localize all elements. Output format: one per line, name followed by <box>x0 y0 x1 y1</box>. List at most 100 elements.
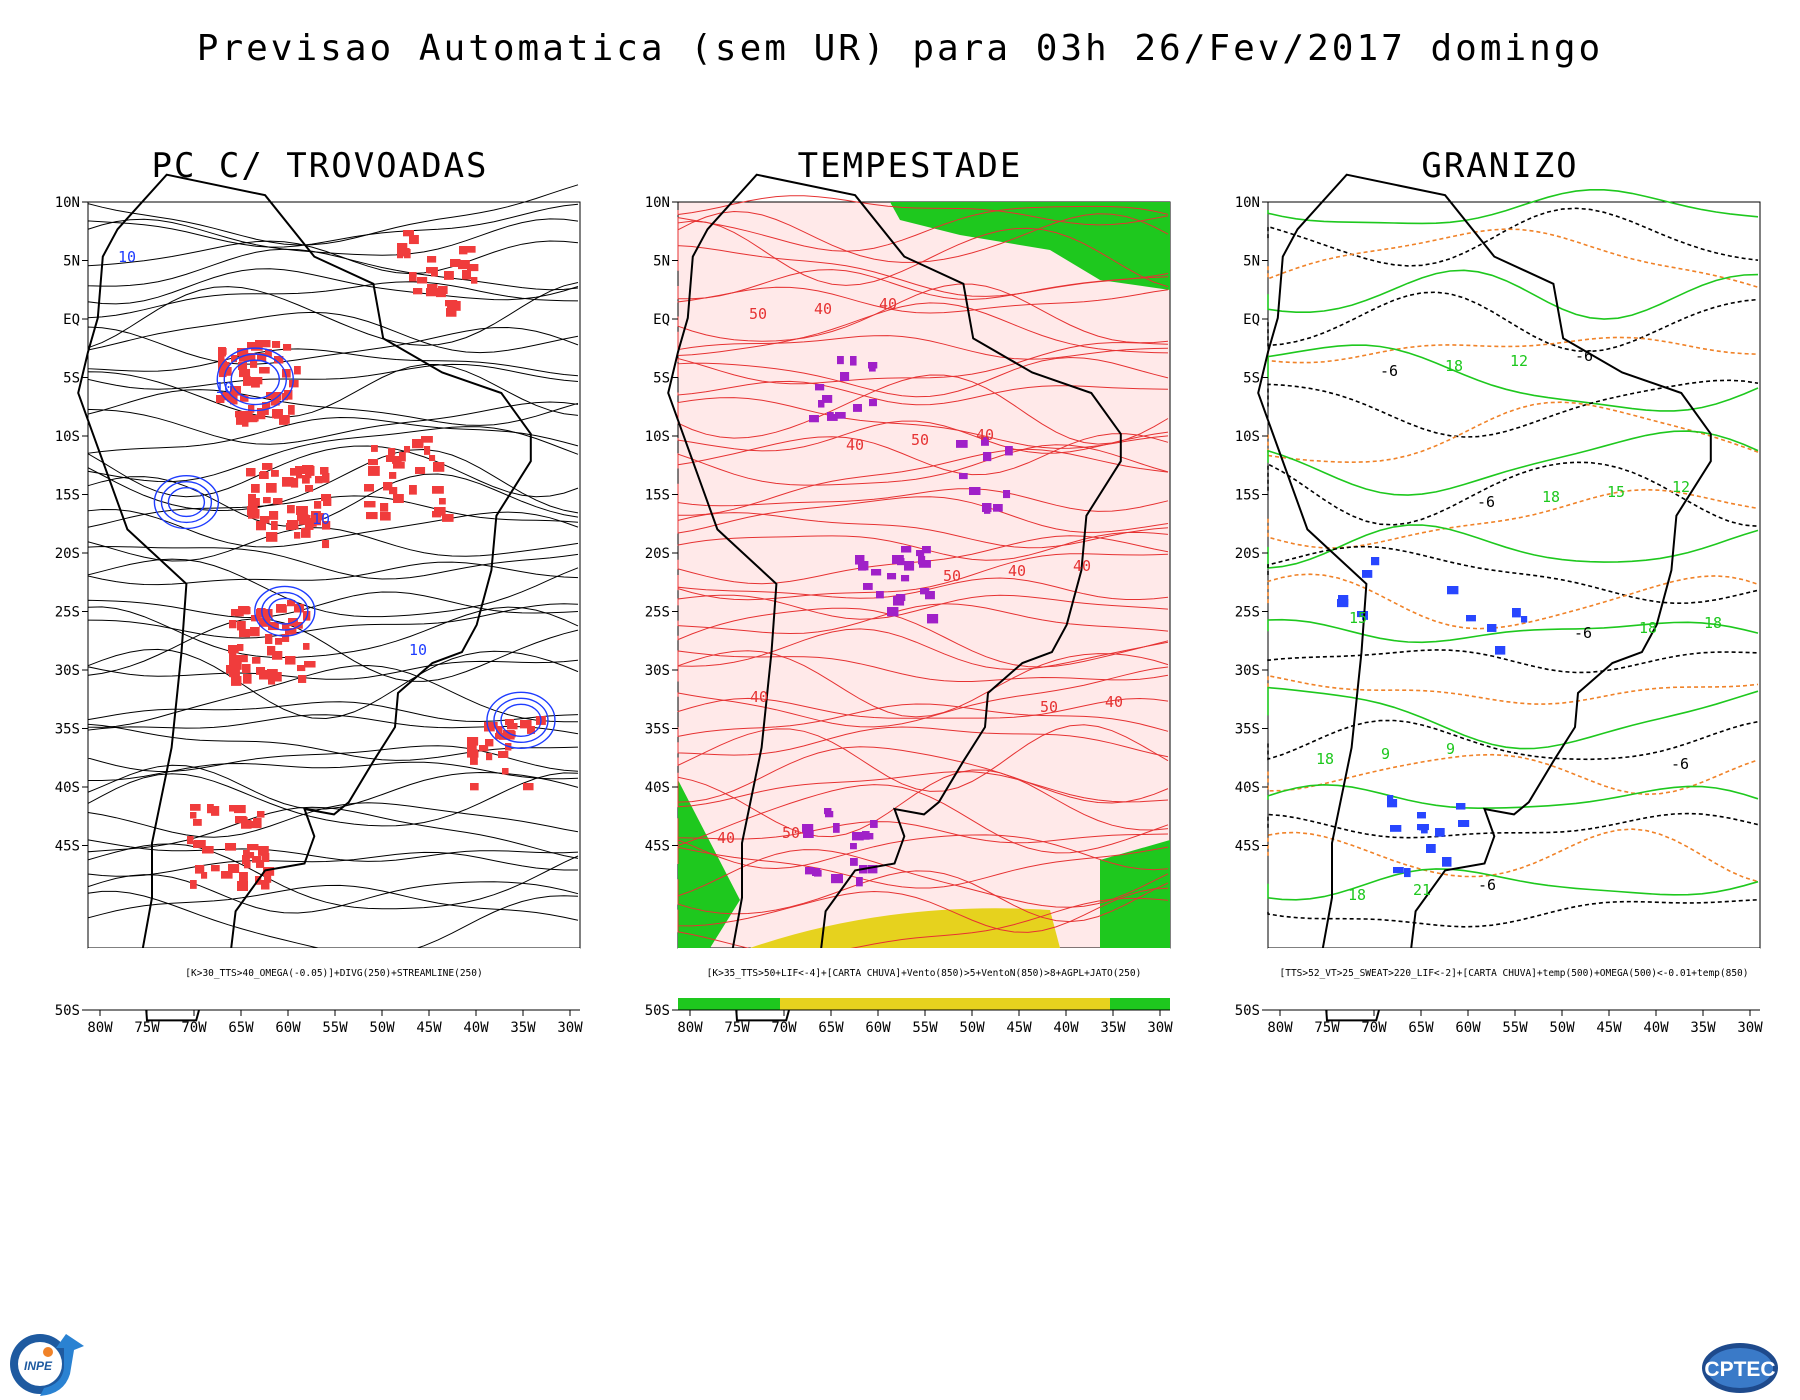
grid-cell <box>825 811 834 818</box>
grid-cell <box>263 497 271 504</box>
div-contour <box>261 591 309 631</box>
stream-line <box>87 218 579 256</box>
stream-line <box>677 553 1169 601</box>
grid-cell <box>1458 820 1470 827</box>
contour-label: 40 <box>1008 562 1026 580</box>
grid-cell <box>458 260 470 270</box>
lon-tick-label: 30W <box>1737 1020 1763 1036</box>
stream-line <box>677 724 1169 792</box>
contour-labels: 50 40 50 50 40 40 50 40 40 50 40 40 40 40 <box>717 295 1123 847</box>
grid-cell <box>301 528 311 538</box>
contour-label: 50 <box>943 567 961 585</box>
grid-cell <box>298 675 307 683</box>
grid-cell <box>271 521 278 530</box>
grid-cell <box>269 511 279 520</box>
contour-label: -6 <box>1478 876 1496 894</box>
lat-tick-label: 15S <box>1235 488 1260 504</box>
grid-cell <box>282 634 290 642</box>
stream-line <box>1267 812 1759 839</box>
grid-cell <box>263 867 275 876</box>
stream-line <box>87 843 579 910</box>
lon-tick-label: 75W <box>1314 1020 1340 1036</box>
grid-cell <box>404 249 411 259</box>
stream-line <box>87 772 579 827</box>
grid-cell <box>922 546 931 554</box>
grid-cell <box>901 546 912 553</box>
stream-line <box>87 745 579 773</box>
wind-areas <box>678 202 1170 948</box>
cptec-logo: CPTEC <box>1702 1343 1778 1393</box>
grid-cell <box>242 418 249 427</box>
wind-area <box>678 780 740 948</box>
stream-line <box>87 268 579 305</box>
grid-cell <box>296 472 303 479</box>
grid-cell <box>321 494 332 502</box>
contour-label: -6 <box>1477 493 1495 511</box>
lon-tick-label: 60W <box>865 1020 891 1036</box>
contour-label: 9 <box>1381 745 1390 763</box>
grid-cell <box>1466 615 1476 622</box>
stream-line <box>87 248 579 291</box>
grid-cell <box>256 609 265 618</box>
grid-cell <box>1338 595 1349 605</box>
lat-ticks: 10N 5N EQ 5S 10S 15S 20S 25S 30S 35S 40S 45S 50S <box>645 195 678 1019</box>
grid-cell <box>487 724 495 732</box>
grid-cell <box>444 271 454 280</box>
grid-cell <box>229 620 237 629</box>
grid-cell <box>287 600 296 607</box>
stream-line <box>87 401 579 445</box>
lon-tick-label: 45W <box>1596 1020 1622 1036</box>
lat-tick-label: 50S <box>1235 1003 1260 1019</box>
grid-cell <box>438 286 448 295</box>
grid-cell <box>803 830 814 838</box>
grid-cell <box>876 591 884 599</box>
caption: [TTS>52_VT>25_SWEAT>220_LIF<-2]+[CARTA C… <box>1280 968 1749 979</box>
grid-cell <box>232 655 240 665</box>
stream-line <box>1267 269 1759 320</box>
grid-cell <box>397 243 408 252</box>
grid-cell <box>250 627 260 637</box>
stream-line <box>87 426 579 483</box>
stream-line <box>1267 379 1759 438</box>
grid-cell <box>368 466 380 476</box>
lat-tick-label: 35S <box>645 722 670 738</box>
grid-cell <box>260 471 267 478</box>
map-granizo: [TTS>52_VT>25_SWEAT>220_LIF<-2]+[CARTA C… <box>1235 173 1763 1036</box>
stream-line <box>87 203 579 248</box>
temperature-contours <box>1267 189 1759 928</box>
grid-cell <box>409 235 419 245</box>
grid-cell <box>248 498 260 507</box>
contour-label: 50 <box>1040 698 1058 716</box>
grid-cell <box>239 369 251 378</box>
grid-cell <box>470 783 479 791</box>
grid-cell <box>392 456 402 464</box>
stream-line <box>677 846 1169 889</box>
lat-tick-label: 10N <box>1235 195 1260 211</box>
grid-cell <box>237 881 249 891</box>
grid-cell <box>520 720 532 729</box>
grid-cell <box>527 726 535 734</box>
grid-cell <box>427 284 438 294</box>
stream-line <box>1267 291 1759 353</box>
grid-cell <box>295 466 306 473</box>
grid-cell <box>1435 828 1445 837</box>
stream-line <box>1267 524 1759 569</box>
lat-tick-label: EQ <box>1243 312 1260 328</box>
lon-tick-label: 65W <box>818 1020 844 1036</box>
contour-label: 21 <box>1413 881 1431 899</box>
grid-cell <box>1487 624 1497 632</box>
grid-cell <box>252 657 261 664</box>
grid-cell <box>439 498 446 505</box>
lat-tick-label: 40S <box>645 780 670 796</box>
stream-line <box>677 726 1169 758</box>
grid-cell <box>229 668 240 678</box>
stream-line <box>87 591 579 619</box>
div-contour <box>167 486 206 518</box>
stream-line <box>677 769 1169 838</box>
grid-cell <box>892 555 904 565</box>
grid-cell <box>919 560 931 568</box>
grid-cell <box>413 288 423 295</box>
grid-cell <box>445 300 454 307</box>
panel-title: PC C/ TROVOADAS <box>151 146 489 186</box>
lon-tick-label: 60W <box>1455 1020 1481 1036</box>
